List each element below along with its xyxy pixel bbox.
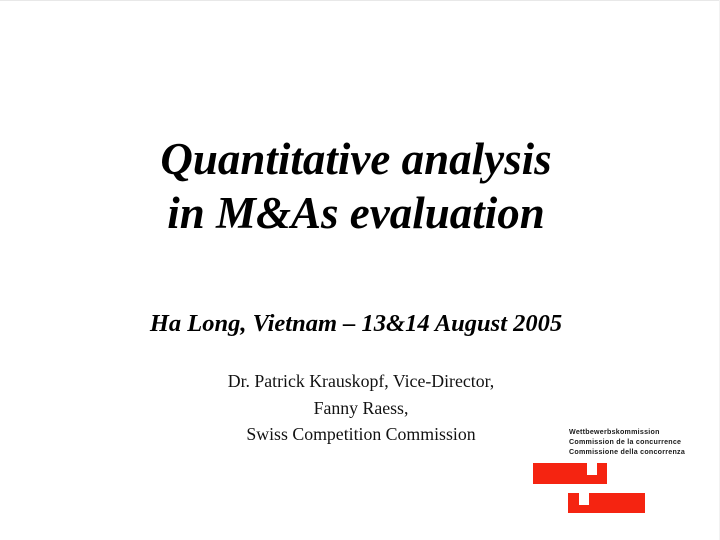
logo-cross-notch-top <box>587 463 597 475</box>
author-line-coauthor: Fanny Raess, <box>313 397 409 418</box>
logo-cross-gap <box>579 484 597 493</box>
author-block: Dr. Patrick Krauskopf, Vice-Director, Fa… <box>0 368 720 448</box>
venue-and-date: Ha Long, Vietnam – 13&14 August 2005 <box>149 310 563 337</box>
logo-text-italian: Commissione della concorrenza <box>569 448 686 457</box>
top-border-rule <box>0 0 720 1</box>
logo-text-block: Wettbewerbskommission Commission de la c… <box>569 427 719 458</box>
logo-text-french: Commission de la concurrence <box>569 438 682 447</box>
swiss-competition-commission-logo: Wettbewerbskommission Commission de la c… <box>524 425 720 525</box>
slide-title-line-1: Quantitative analysis <box>160 134 552 184</box>
author-line-organization: Swiss Competition Commission <box>246 424 476 444</box>
slide-title-line-2: in M&As evaluation <box>167 188 545 238</box>
swiss-cross-mark-icon <box>524 463 720 521</box>
slide-title: Quantitative analysis in M&As evaluation <box>0 132 712 240</box>
logo-text-german: Wettbewerbskommission <box>569 428 660 436</box>
logo-cross-notch-bottom <box>579 493 589 505</box>
author-line-presenter: Dr. Patrick Krauskopf, Vice-Director, <box>227 371 495 391</box>
